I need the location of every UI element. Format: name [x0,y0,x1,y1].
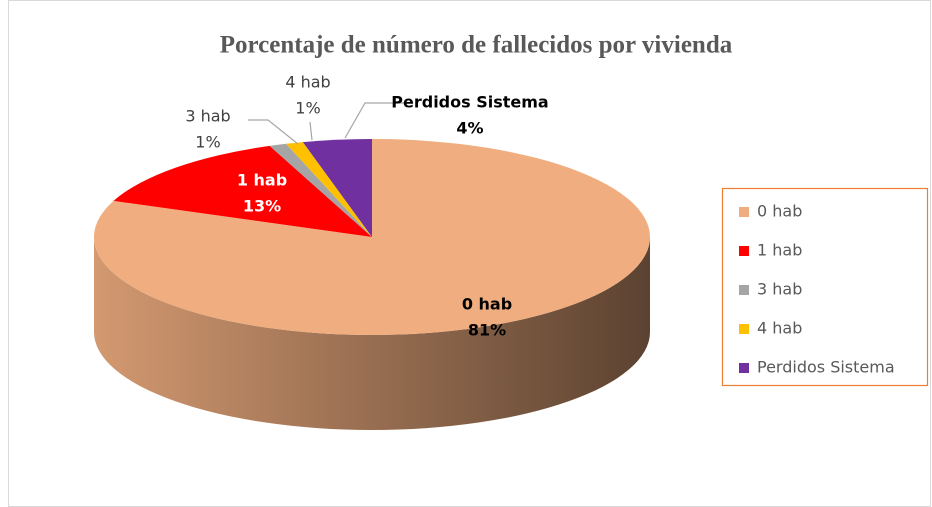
pie-slice [302,139,372,237]
data-label-value: 13% [243,197,281,216]
legend-label: Perdidos Sistema [757,358,895,377]
data-label-value: 81% [468,321,506,340]
leader-line [248,119,299,145]
legend-box [721,187,929,387]
legend-swatch [739,324,749,334]
data-label-value: 1% [195,133,220,152]
leader-line [344,102,404,139]
pie-slice [93,139,650,335]
data-label-value: 1% [295,99,320,118]
pie [93,139,650,430]
pie-slice [286,142,372,237]
data-label-name: 0 hab [462,295,512,314]
data-label-value: 4% [456,119,483,138]
legend-swatch [739,363,749,373]
data-label-name: 3 hab [185,107,230,126]
data-label-name: 4 hab [285,73,330,92]
data-label-name: Perdidos Sistema [391,93,548,112]
pie-side-shade [94,237,650,430]
legend-swatch [739,246,749,256]
legend-swatch [739,207,749,217]
legend-label: 0 hab [757,202,802,221]
chart-title: Porcentaje de número de fallecidos por v… [220,32,733,59]
leader-line [309,121,313,141]
pie-slice [269,143,372,237]
legend-label: 3 hab [757,280,802,299]
legend-label: 4 hab [757,319,802,338]
data-label-name: 1 hab [237,171,287,190]
pie-slice [113,145,373,237]
legend-swatch [739,285,749,295]
legend-label: 1 hab [757,241,802,260]
